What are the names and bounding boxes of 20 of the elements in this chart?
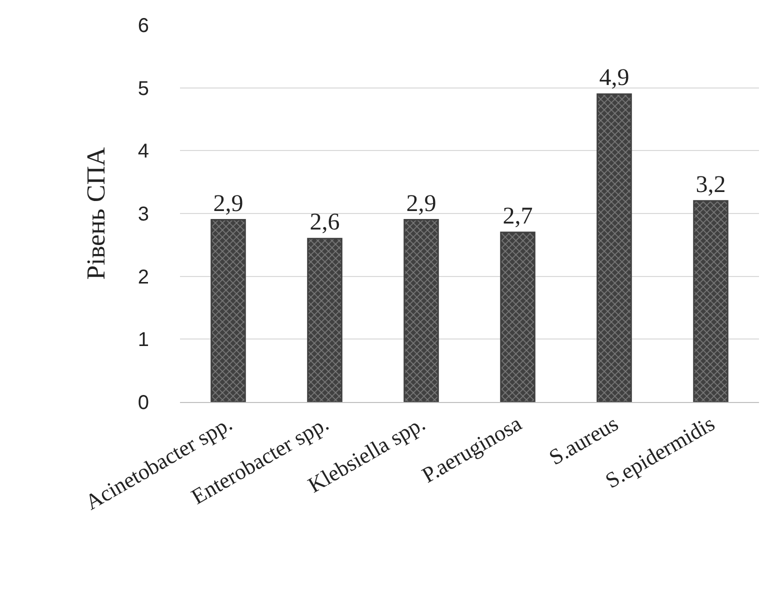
bar: [693, 200, 728, 402]
y-tick-label: 6: [138, 15, 149, 37]
y-tick-label: 3: [138, 204, 149, 226]
bar: [596, 93, 632, 402]
data-label: 4,9: [599, 65, 630, 92]
y-tick-label: 4: [138, 140, 149, 163]
data-label: 2,9: [213, 190, 244, 217]
bar: [210, 219, 246, 402]
bar: [500, 232, 536, 402]
data-label: 2,9: [406, 190, 436, 217]
data-label: 2,7: [502, 203, 533, 230]
y-tick-label: 2: [138, 266, 149, 288]
y-axis-title: Рівень СПА: [81, 147, 110, 280]
bar: [307, 238, 342, 402]
bar: [404, 219, 439, 402]
data-label: 3,2: [696, 172, 726, 198]
y-tick-label: 1: [138, 329, 149, 352]
data-label: 2,6: [310, 210, 340, 236]
y-tick-label: 0: [138, 392, 149, 414]
y-tick-label: 5: [138, 78, 149, 100]
